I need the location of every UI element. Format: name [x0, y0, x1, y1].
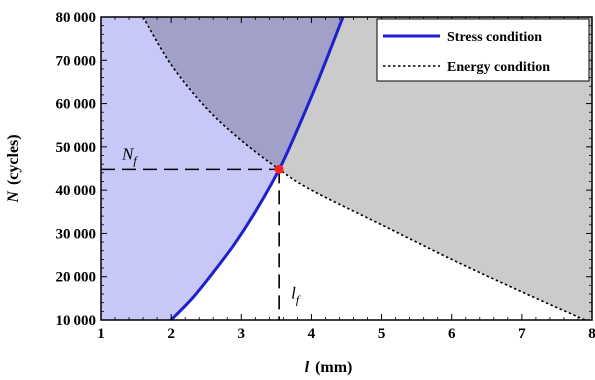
x-tick-label: 5	[378, 326, 386, 342]
nf-annotation: Nf	[121, 144, 138, 167]
intersection-point	[274, 164, 284, 174]
y-tick-label: 40 000	[55, 183, 96, 199]
x-axis-label: l (mm)	[305, 359, 353, 376]
legend: Stress condition Energy condition	[376, 18, 590, 82]
region-above-energy-right	[279, 17, 592, 320]
region-safe	[171, 169, 592, 320]
plot-frame	[100, 16, 593, 321]
intersection-guides	[101, 164, 284, 320]
y-tick-label: 70 000	[55, 53, 96, 69]
x-tick-label: 8	[588, 326, 595, 342]
y-tick-label: 60 000	[55, 97, 96, 113]
x-tick-label: 6	[448, 326, 456, 342]
legend-box	[376, 18, 590, 82]
y-axis-label: N(cycles)	[5, 134, 22, 203]
x-tick-label: 3	[238, 326, 246, 342]
shaded-regions	[101, 17, 592, 320]
y-tick-label: 30 000	[55, 226, 96, 242]
x-tick-label: 4	[308, 326, 316, 342]
y-tick-label: 10 000	[55, 313, 96, 329]
legend-label-stress: Stress condition	[447, 30, 542, 45]
axis-ticks	[100, 16, 593, 321]
legend-label-energy: Energy condition	[447, 60, 550, 75]
x-tick-label: 1	[97, 326, 105, 342]
y-tick-label: 20 000	[55, 270, 96, 286]
y-tick-label: 80 000	[55, 10, 96, 26]
x-tick-label: 2	[167, 326, 175, 342]
series-stress-condition	[170, 16, 345, 322]
tick-labels: 1 2 3 4 5 6 7 8 10 000 20 000 30 000 40 000 50 000 60…	[55, 10, 595, 342]
series-lines	[142, 16, 586, 322]
lf-annotation: lf	[291, 283, 301, 306]
y-tick-label: 50 000	[55, 140, 96, 156]
x-tick-label: 7	[518, 326, 526, 342]
region-both-conditions	[143, 17, 343, 170]
